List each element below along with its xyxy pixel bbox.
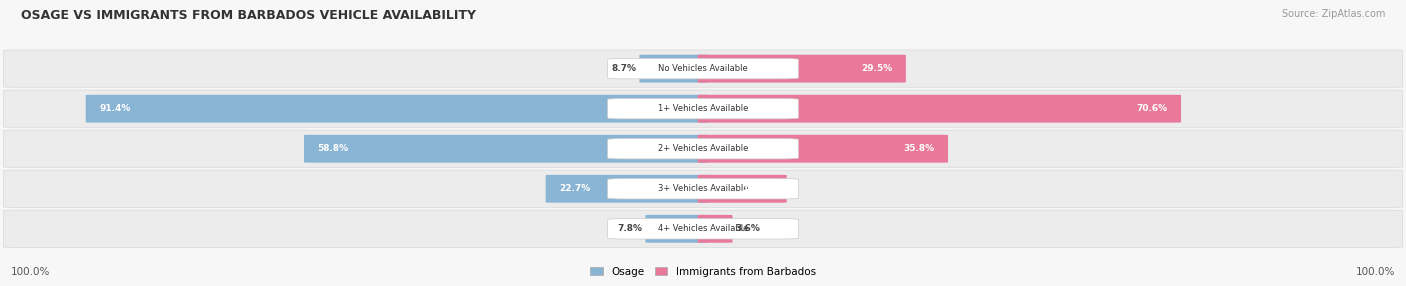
FancyBboxPatch shape [697, 175, 787, 203]
FancyBboxPatch shape [3, 210, 1403, 247]
FancyBboxPatch shape [3, 130, 1403, 167]
FancyBboxPatch shape [607, 98, 799, 119]
FancyBboxPatch shape [697, 215, 733, 243]
FancyBboxPatch shape [3, 170, 1403, 207]
FancyBboxPatch shape [546, 175, 709, 203]
Text: 2+ Vehicles Available: 2+ Vehicles Available [658, 144, 748, 153]
FancyBboxPatch shape [3, 90, 1403, 127]
Text: 4+ Vehicles Available: 4+ Vehicles Available [658, 224, 748, 233]
FancyBboxPatch shape [645, 215, 709, 243]
Text: 58.8%: 58.8% [318, 144, 349, 153]
Text: 22.7%: 22.7% [560, 184, 591, 193]
FancyBboxPatch shape [607, 219, 799, 239]
Text: 100.0%: 100.0% [1355, 267, 1395, 277]
Text: 1+ Vehicles Available: 1+ Vehicles Available [658, 104, 748, 113]
Text: 11.7%: 11.7% [742, 184, 773, 193]
FancyBboxPatch shape [697, 95, 1181, 123]
FancyBboxPatch shape [3, 50, 1403, 87]
FancyBboxPatch shape [86, 95, 709, 123]
Text: 70.6%: 70.6% [1136, 104, 1167, 113]
Text: 3.6%: 3.6% [735, 224, 761, 233]
Legend: Osage, Immigrants from Barbados: Osage, Immigrants from Barbados [586, 263, 820, 281]
Text: OSAGE VS IMMIGRANTS FROM BARBADOS VEHICLE AVAILABILITY: OSAGE VS IMMIGRANTS FROM BARBADOS VEHICL… [21, 9, 477, 21]
Text: 35.8%: 35.8% [904, 144, 935, 153]
Text: 7.8%: 7.8% [617, 224, 643, 233]
Text: Source: ZipAtlas.com: Source: ZipAtlas.com [1281, 9, 1385, 19]
FancyBboxPatch shape [304, 135, 709, 163]
Text: 8.7%: 8.7% [612, 64, 637, 73]
Text: 29.5%: 29.5% [862, 64, 893, 73]
Text: No Vehicles Available: No Vehicles Available [658, 64, 748, 73]
Text: 3+ Vehicles Available: 3+ Vehicles Available [658, 184, 748, 193]
FancyBboxPatch shape [640, 55, 709, 83]
Text: 91.4%: 91.4% [98, 104, 131, 113]
Text: 100.0%: 100.0% [11, 267, 51, 277]
FancyBboxPatch shape [697, 55, 905, 83]
FancyBboxPatch shape [697, 135, 948, 163]
FancyBboxPatch shape [607, 178, 799, 199]
FancyBboxPatch shape [607, 58, 799, 79]
FancyBboxPatch shape [607, 138, 799, 159]
